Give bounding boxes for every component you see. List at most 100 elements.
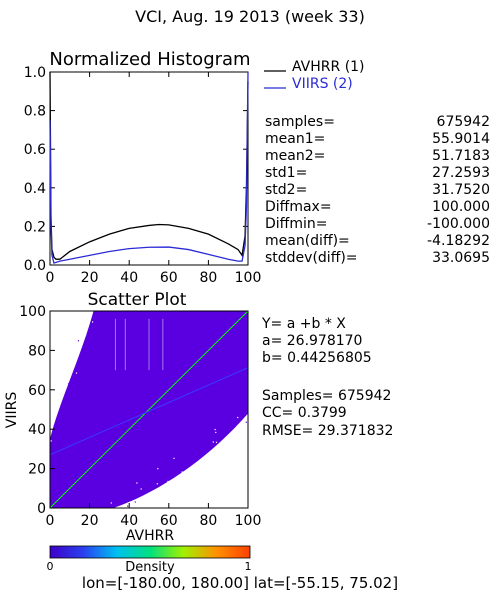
scatter-annotation: a= 26.978170 (262, 333, 362, 349)
colorbar-gradient (49, 545, 251, 559)
scatter-point (59, 396, 61, 398)
scatter-point (50, 440, 52, 442)
histogram-title: Normalized Histogram (49, 49, 250, 70)
scatter-point (60, 414, 62, 416)
stat-label: mean2= (265, 148, 325, 164)
scatter-y-label: VIIRS (4, 392, 20, 429)
scatter-point (140, 488, 142, 490)
hist-y-tick-label: 1.0 (24, 65, 46, 81)
stat-value: 33.0695 (432, 250, 490, 266)
stat-label: std1= (265, 165, 307, 181)
scatter-point (173, 457, 175, 459)
stat-value: -100.000 (427, 216, 490, 232)
scatter-y-tick-label: 60 (28, 383, 46, 399)
histogram-ticks: 0 20 40 60 80 100 0.0 0.2 0.4 0.6 0.8 1.0 (24, 65, 262, 286)
histogram-frame (49, 71, 249, 266)
scatter-point (71, 365, 73, 367)
hist-y-tick-label: 0.0 (24, 258, 46, 274)
scatter-point (69, 375, 71, 377)
stat-label: samples= (265, 114, 335, 130)
stat-label: Diffmin= (265, 216, 327, 232)
scatter-point (152, 484, 154, 486)
scatter-point (245, 421, 247, 423)
scatter-y-tick-label: 20 (28, 462, 46, 478)
hist-y-tick-label: 0.4 (24, 181, 46, 197)
scatter-point (150, 483, 152, 486)
scatter-annotation: RMSE= 29.371832 (262, 423, 393, 439)
scatter-point (77, 340, 80, 342)
scatter-point (167, 480, 169, 483)
stat-value: 100.000 (432, 199, 490, 215)
scatter-point (85, 334, 87, 336)
scatter-annotation: Y= a +b * X (261, 316, 346, 332)
scatter-annotation: CC= 0.3799 (262, 405, 347, 421)
histogram-series (49, 71, 249, 264)
scatter-point (181, 471, 183, 473)
scatter-point (131, 492, 133, 494)
scatter-point (127, 505, 129, 507)
stat-label: mean1= (265, 131, 325, 147)
histogram-legend: AVHRR (1) VIIRS (2) (264, 59, 365, 92)
scatter-title: Scatter Plot (88, 290, 187, 310)
scatter-point (151, 475, 154, 477)
hist-x-tick-label: 60 (160, 270, 178, 286)
scatter-point (173, 468, 175, 471)
scatter-regression-line (50, 367, 248, 456)
colorbar-max-label: 1 (245, 560, 252, 573)
stat-value: 51.7183 (432, 148, 490, 164)
hist-y-tick-label: 0.2 (24, 219, 46, 235)
scatter-point (245, 419, 247, 421)
hist-y-tick-label: 0.6 (24, 142, 46, 158)
scatter-x-tick-label: 60 (160, 513, 178, 529)
stat-value: 27.2593 (432, 165, 490, 181)
scatter-y-tick-label: 100 (19, 304, 46, 320)
scatter-y-tick-label: 80 (28, 343, 46, 359)
hist-x-tick-label: 100 (235, 270, 262, 286)
scatter-point (218, 427, 221, 429)
scatter-point (131, 490, 134, 492)
scatter-x-tick-label: 20 (81, 513, 99, 529)
scatter-point (212, 441, 214, 443)
scatter-point (215, 431, 217, 434)
scatter-x-label: AVHRR (126, 528, 175, 544)
scatter-point (181, 464, 184, 466)
scatter-point (211, 445, 213, 447)
histogram-chart: Normalized Histogram 0 20 40 60 80 1000.00.20… (24, 49, 490, 286)
scatter-point (214, 428, 216, 431)
scatter-x-tick-label: 40 (120, 513, 138, 529)
stat-value: 675942 (437, 114, 490, 130)
hist-series-line-1 (49, 71, 249, 264)
scatter-point (156, 483, 158, 485)
scatter-point (56, 425, 59, 427)
colorbar: Density 0 1 (47, 545, 252, 575)
scatter-sparse-region-lower-right (113, 413, 248, 508)
scatter-point (184, 455, 186, 457)
scatter-point (157, 468, 159, 470)
stat-label: Diffmax= (265, 199, 332, 215)
scatter-point (120, 492, 123, 494)
scatter-point (246, 424, 248, 426)
scatter-point (77, 358, 80, 360)
scatter-y-tick-label: 40 (28, 422, 46, 438)
scatter-identity-line (50, 311, 248, 508)
scatter-point (110, 502, 112, 504)
scatter-points (50, 311, 248, 508)
hist-y-tick-label: 0.8 (24, 104, 46, 120)
scatter-lines (50, 311, 248, 508)
scatter-sparse-region-upper-left (50, 311, 94, 440)
scatter-point (91, 321, 94, 323)
hist-x-tick-label: 0 (46, 270, 55, 286)
stat-label: std2= (265, 182, 307, 198)
scatter-point (68, 384, 70, 386)
stat-label: mean(diff)= (265, 233, 350, 249)
scatter-point (136, 482, 138, 484)
stat-value: -4.18292 (427, 233, 490, 249)
histogram-stats: samples= 675942 mean1= 55.9014 mean2= 51.7183… (265, 114, 490, 266)
scatter-point (163, 476, 165, 478)
stat-label: stddev(diff)= (265, 250, 358, 266)
scatter-chart: Scatter Plot 0 20 40 60 80 100 0 20 40 60 80 100 AV… (4, 290, 393, 544)
colorbar-min-label: 0 (47, 560, 54, 573)
scatter-point (215, 441, 218, 443)
scatter-point (188, 452, 190, 454)
